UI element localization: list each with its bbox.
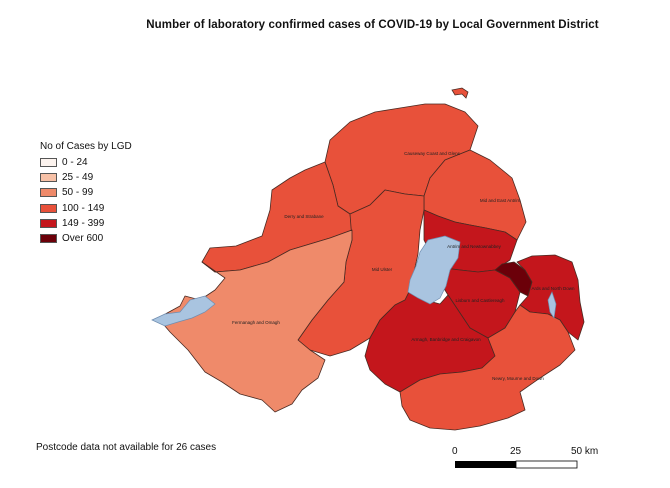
legend-swatch bbox=[40, 218, 57, 228]
legend-swatch bbox=[40, 173, 57, 183]
legend-item: 149 - 399 bbox=[40, 216, 132, 231]
district-label: Mid Ulster bbox=[372, 267, 393, 272]
district-label: Newry, Mourne and Down bbox=[492, 376, 544, 381]
legend: No of Cases by LGD 0 - 24 25 - 49 50 - 9… bbox=[40, 141, 132, 246]
legend-item: 50 - 99 bbox=[40, 185, 132, 200]
lough-neagh bbox=[407, 235, 461, 305]
district-label: Antrim and Newtownabbey bbox=[447, 244, 502, 249]
district-label: Fermanagh and Omagh bbox=[232, 320, 280, 325]
district-label: Lisburn and Castlereagh bbox=[455, 298, 505, 303]
map-title: Number of laboratory confirmed cases of … bbox=[146, 19, 599, 31]
footnote: Postcode data not available for 26 cases bbox=[36, 442, 217, 453]
legend-item: 100 - 149 bbox=[40, 201, 132, 216]
district-newry-mourne-and-down bbox=[399, 304, 576, 431]
lough-erne bbox=[151, 295, 216, 327]
legend-swatch bbox=[40, 158, 57, 168]
legend-swatch bbox=[40, 188, 57, 198]
scale-label-0: 0 bbox=[452, 446, 458, 457]
legend-label: 50 - 99 bbox=[62, 187, 94, 199]
legend-item: Over 600 bbox=[40, 231, 132, 246]
legend-title: No of Cases by LGD bbox=[40, 141, 132, 152]
legend-label: 0 - 24 bbox=[62, 157, 88, 169]
district-label: Derry and Strabane bbox=[284, 214, 324, 219]
scale-bar bbox=[455, 460, 578, 469]
legend-item: 0 - 24 bbox=[40, 155, 132, 170]
legend-label: 149 - 399 bbox=[62, 217, 105, 229]
legend-label: Over 600 bbox=[62, 233, 104, 245]
strangford-lough bbox=[547, 291, 557, 319]
legend-item: 25 - 49 bbox=[40, 170, 132, 185]
legend-swatch bbox=[40, 203, 57, 213]
district-label: Causeway Coast and Glens bbox=[404, 151, 461, 156]
rathlin-island bbox=[451, 87, 469, 99]
district-label: Armagh, Banbridge and Craigavon bbox=[411, 337, 481, 342]
district-label: Ards and North Down bbox=[531, 286, 575, 291]
district-fermanagh-and-omagh bbox=[157, 229, 353, 413]
legend-label: 100 - 149 bbox=[62, 202, 105, 214]
legend-label: 25 - 49 bbox=[62, 172, 94, 184]
district-label: Mid and East Antrim bbox=[480, 198, 521, 203]
scale-label-50: 50 km bbox=[571, 446, 599, 457]
legend-swatch bbox=[40, 234, 57, 244]
scale-label-25: 25 bbox=[510, 446, 522, 457]
